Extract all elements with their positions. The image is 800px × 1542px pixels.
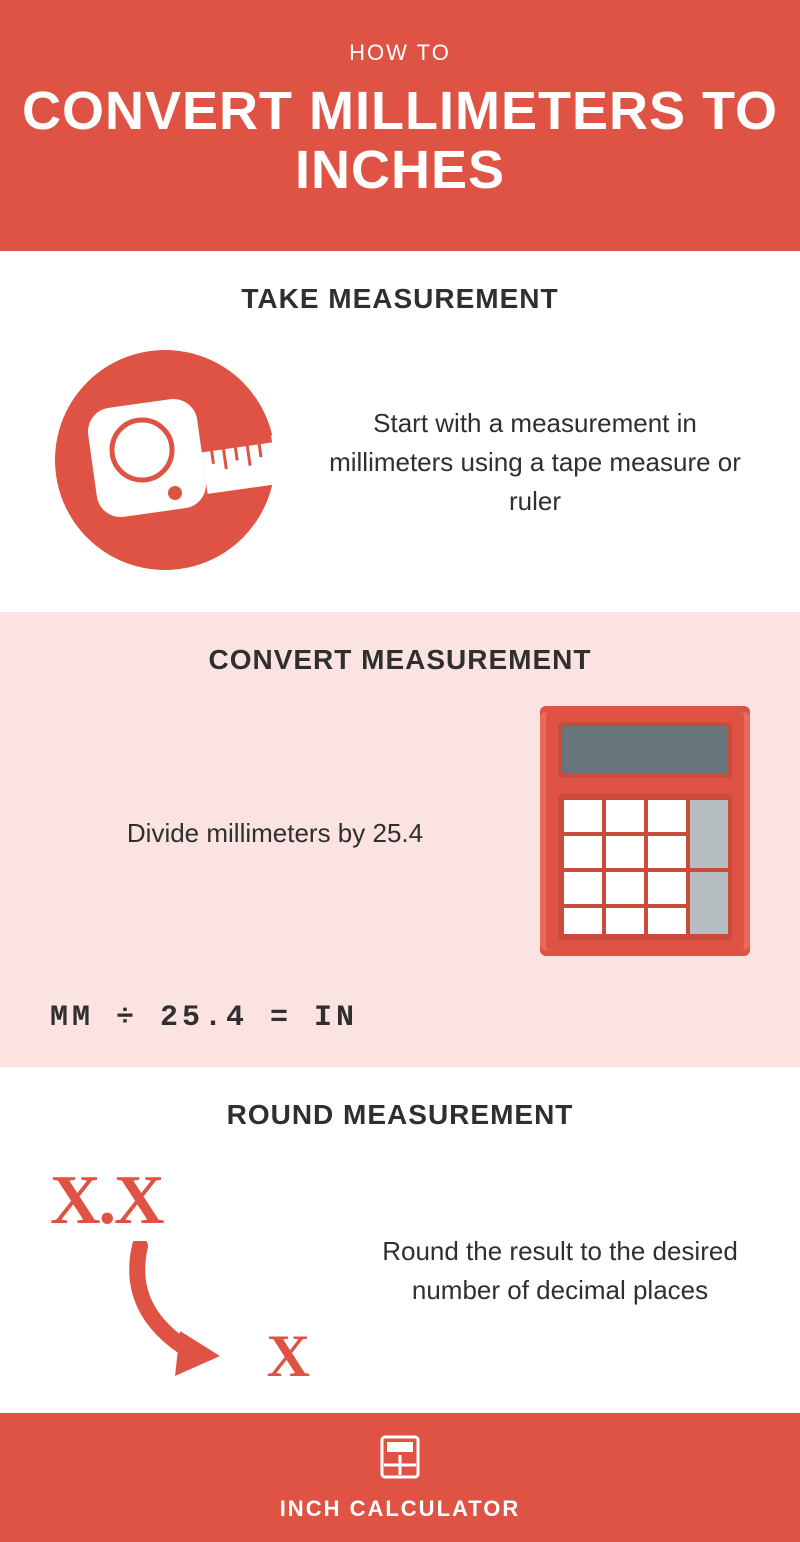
section-take-measurement: TAKE MEASUREMENT Sta [0, 251, 800, 612]
rounding-before: X.X [50, 1161, 330, 1241]
rounding-after: X [267, 1322, 310, 1391]
header-banner: HOW TO CONVERT MILLIMETERS TO INCHES [0, 0, 800, 251]
section-title-1: TAKE MEASUREMENT [50, 283, 750, 315]
calculator-icon [540, 706, 750, 961]
section-text-2: Divide millimeters by 25.4 [50, 814, 500, 853]
footer-logo-icon [20, 1433, 780, 1486]
header-subtitle: HOW TO [20, 40, 780, 66]
section-text-1: Start with a measurement in millimeters … [320, 404, 750, 521]
footer-label: INCH CALCULATOR [20, 1496, 780, 1522]
tape-measure-icon [50, 345, 280, 580]
header-title: CONVERT MILLIMETERS TO INCHES [20, 82, 780, 201]
section-convert-measurement: CONVERT MEASUREMENT Divide millimeters b… [0, 612, 800, 1067]
section-round-measurement: ROUND MEASUREMENT X.X X Round the result… [0, 1067, 800, 1413]
section-title-2: CONVERT MEASUREMENT [50, 644, 750, 676]
conversion-formula: MM ÷ 25.4 = IN [50, 1001, 750, 1035]
section-title-3: ROUND MEASUREMENT [50, 1099, 750, 1131]
footer-banner: INCH CALCULATOR [0, 1413, 800, 1542]
section-text-3: Round the result to the desired number o… [370, 1232, 750, 1310]
rounding-icon: X.X X [50, 1161, 330, 1381]
